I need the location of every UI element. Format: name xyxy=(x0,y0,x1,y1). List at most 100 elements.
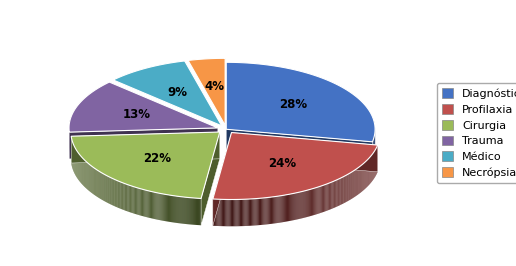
Polygon shape xyxy=(266,198,267,225)
Polygon shape xyxy=(126,184,127,211)
Polygon shape xyxy=(305,190,306,218)
Polygon shape xyxy=(285,195,286,222)
Polygon shape xyxy=(363,163,364,190)
Polygon shape xyxy=(354,170,355,197)
Polygon shape xyxy=(284,195,285,222)
Polygon shape xyxy=(131,186,132,213)
Polygon shape xyxy=(180,197,181,223)
Polygon shape xyxy=(139,188,140,215)
Polygon shape xyxy=(223,200,224,226)
Polygon shape xyxy=(335,180,336,207)
Polygon shape xyxy=(315,188,316,215)
Polygon shape xyxy=(71,132,220,163)
Polygon shape xyxy=(115,180,116,207)
Polygon shape xyxy=(234,200,235,226)
Polygon shape xyxy=(152,192,153,219)
Polygon shape xyxy=(349,173,350,200)
Polygon shape xyxy=(307,190,308,217)
Polygon shape xyxy=(249,199,250,226)
Polygon shape xyxy=(329,183,330,210)
Polygon shape xyxy=(344,176,345,203)
Polygon shape xyxy=(95,169,96,196)
Polygon shape xyxy=(359,166,360,194)
Polygon shape xyxy=(317,187,318,214)
Polygon shape xyxy=(337,179,338,206)
Polygon shape xyxy=(258,198,259,225)
Polygon shape xyxy=(213,132,378,200)
Polygon shape xyxy=(272,197,273,224)
Polygon shape xyxy=(352,171,353,198)
Polygon shape xyxy=(291,194,292,221)
Text: 4%: 4% xyxy=(204,80,224,93)
Polygon shape xyxy=(114,179,115,206)
Polygon shape xyxy=(110,177,111,205)
Polygon shape xyxy=(102,173,103,200)
Polygon shape xyxy=(195,198,196,225)
Polygon shape xyxy=(296,193,297,220)
Polygon shape xyxy=(137,188,138,215)
Polygon shape xyxy=(295,193,296,220)
Polygon shape xyxy=(230,200,231,226)
Polygon shape xyxy=(172,196,173,222)
Polygon shape xyxy=(120,182,121,209)
Polygon shape xyxy=(155,192,156,219)
Polygon shape xyxy=(112,178,113,206)
Polygon shape xyxy=(246,199,247,226)
Polygon shape xyxy=(308,190,309,217)
Polygon shape xyxy=(334,181,335,208)
Polygon shape xyxy=(158,193,159,220)
Polygon shape xyxy=(96,170,98,197)
Polygon shape xyxy=(242,199,243,226)
Polygon shape xyxy=(277,196,278,223)
Polygon shape xyxy=(123,183,124,210)
Polygon shape xyxy=(270,197,271,224)
Polygon shape xyxy=(276,196,277,223)
Polygon shape xyxy=(91,166,92,193)
Polygon shape xyxy=(108,176,109,203)
Polygon shape xyxy=(330,182,331,210)
Polygon shape xyxy=(188,197,189,224)
Polygon shape xyxy=(263,198,264,225)
Polygon shape xyxy=(193,198,194,225)
Polygon shape xyxy=(351,172,352,199)
Polygon shape xyxy=(215,199,216,226)
Polygon shape xyxy=(187,197,188,224)
Polygon shape xyxy=(290,194,291,221)
Polygon shape xyxy=(127,185,128,212)
Polygon shape xyxy=(169,195,170,222)
Polygon shape xyxy=(154,192,155,219)
Polygon shape xyxy=(236,200,237,226)
Polygon shape xyxy=(262,198,263,225)
Polygon shape xyxy=(150,191,151,218)
Polygon shape xyxy=(106,175,107,202)
Polygon shape xyxy=(240,199,241,226)
Polygon shape xyxy=(116,180,117,207)
Polygon shape xyxy=(301,192,302,218)
Polygon shape xyxy=(241,199,242,226)
Polygon shape xyxy=(248,199,249,226)
Polygon shape xyxy=(113,179,114,206)
Polygon shape xyxy=(146,190,147,217)
Polygon shape xyxy=(252,199,253,226)
Polygon shape xyxy=(233,200,234,226)
Polygon shape xyxy=(118,181,119,208)
Polygon shape xyxy=(302,191,303,218)
Polygon shape xyxy=(198,198,199,225)
Polygon shape xyxy=(339,178,340,206)
Text: 28%: 28% xyxy=(279,98,307,111)
Polygon shape xyxy=(247,199,248,226)
Legend: Diagnóstico, Profilaxia, Cirurgia, Trauma, Médico, Necrópsia: Diagnóstico, Profilaxia, Cirurgia, Traum… xyxy=(437,83,516,183)
Polygon shape xyxy=(294,193,295,220)
Polygon shape xyxy=(255,198,256,225)
Text: 22%: 22% xyxy=(143,152,171,165)
Polygon shape xyxy=(100,172,101,199)
Polygon shape xyxy=(333,181,334,208)
Polygon shape xyxy=(140,189,141,216)
Polygon shape xyxy=(228,200,229,226)
Polygon shape xyxy=(326,184,327,211)
Polygon shape xyxy=(129,185,130,212)
Polygon shape xyxy=(147,190,148,217)
Polygon shape xyxy=(92,167,93,194)
Polygon shape xyxy=(346,175,347,202)
Polygon shape xyxy=(328,183,329,210)
